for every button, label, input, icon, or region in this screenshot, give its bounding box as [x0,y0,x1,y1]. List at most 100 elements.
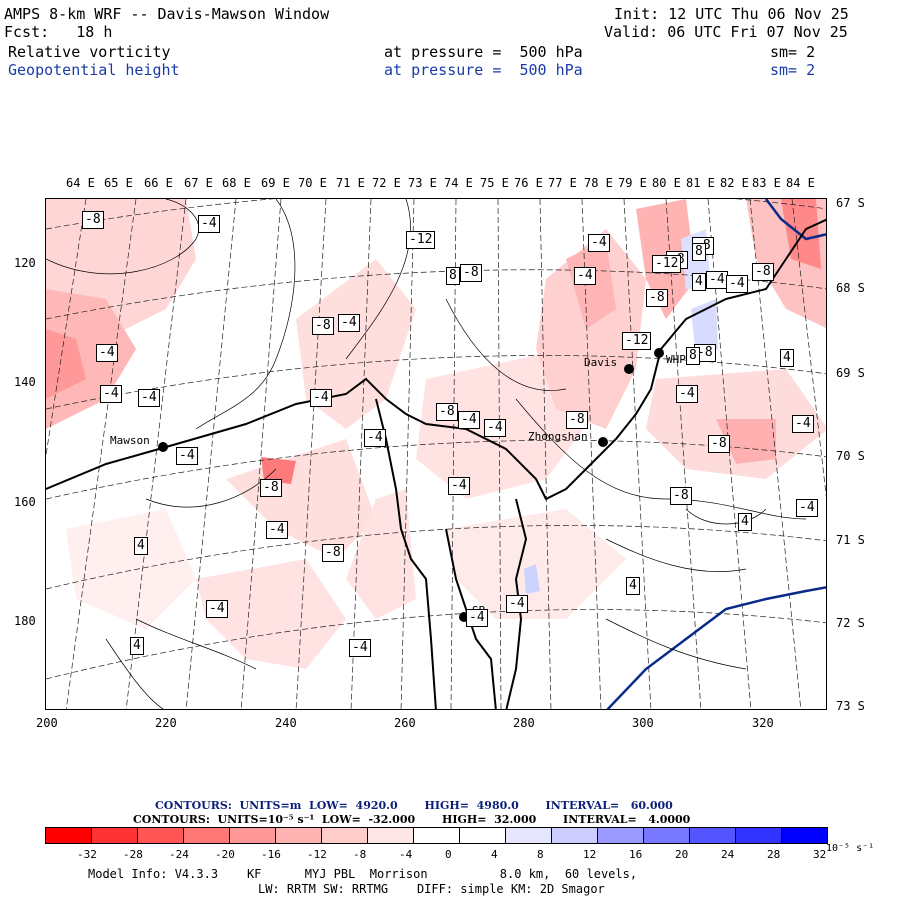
contour-label: 8 [686,347,700,365]
colorbar-cell [229,827,276,844]
contour-label: -8 [566,411,588,429]
station-marker[interactable] [654,348,664,358]
lon-label: 68 E [222,176,251,190]
colorbar-cell [459,827,506,844]
contour-label: -4 [448,477,470,495]
field2-smoothing: sm= 2 [770,61,816,79]
lat-label: 70 S [836,449,865,463]
contour-label: -8 [436,403,458,421]
station-marker[interactable] [624,364,634,374]
lon-label: 84 E [786,176,815,190]
lon-label: 79 E [618,176,647,190]
colorbar-cell [91,827,138,844]
contour-label: -4 [484,419,506,437]
station-marker[interactable] [459,612,469,622]
contour-label: 4 [626,577,640,595]
contour-label: 4 [692,273,706,291]
lon-label: 77 E [548,176,577,190]
colorbar-cell [735,827,782,844]
contour-label: -4 [796,499,818,517]
lon-label: 65 E [104,176,133,190]
field1-name: Relative vorticity [8,43,171,61]
station-label-whp: WHP [666,353,686,366]
colorbar-label: -20 [215,848,235,861]
y-tick-label: 160 [14,495,36,509]
lon-label: 75 E [480,176,509,190]
x-tick-label: 220 [155,716,177,730]
colorbar-cell [505,827,552,844]
x-tick-label: 320 [752,716,774,730]
station-label-davis: Davis [584,356,618,369]
lon-label: 64 E [66,176,95,190]
contour-label: -4 [96,344,118,362]
contour-label: -8 [322,544,344,562]
field1-smoothing: sm= 2 [770,43,816,61]
vorticity-contours-info: CONTOURS: UNITS=10⁻⁵ s⁻¹ LOW= -32.000 HI… [133,813,691,826]
contour-label: -4 [706,271,728,289]
x-tick-label: 240 [275,716,297,730]
colorbar-label: -28 [123,848,143,861]
model-info: Model Info: V4.3.3 KF MYJ PBL Morrison 8… [88,867,638,881]
colorbar-label: -8 [353,848,367,861]
colorbar-label: 28 [767,848,781,861]
contour-label: 4 [738,513,752,531]
colorbar-label: 8 [537,848,544,861]
colorbar-label: -24 [169,848,189,861]
colorbar-cell [597,827,644,844]
forecast-hour: Fcst: 18 h [4,23,113,41]
x-tick-label: 260 [394,716,416,730]
colorbar-unit: 10⁻⁵ s⁻¹ [826,843,875,854]
contour-label: -4 [310,389,332,407]
contour-label: -8 [312,317,334,335]
lat-label: 68 S [836,281,865,295]
contour-label: -4 [206,600,228,618]
colorbar-label: 12 [583,848,597,861]
colorbar-cell [781,827,828,844]
field2-pressure: at pressure = 500 hPa [384,61,583,79]
contour-label: -4 [466,609,488,627]
contour-label: -8 [82,211,104,229]
contour-label: -4 [176,447,198,465]
contour-label: -8 [460,264,482,282]
colorbar-label: 16 [629,848,643,861]
lat-label: 69 S [836,366,865,380]
lat-label: 67 S [836,196,865,210]
contour-label: 4 [134,537,148,555]
contour-label: -4 [506,595,528,613]
lon-label: 71 E [336,176,365,190]
station-marker[interactable] [158,442,168,452]
map-panel[interactable]: Mawson Davis WHP Zhongshan SB -8-4-4-12-… [45,198,827,710]
y-tick-label: 140 [14,375,36,389]
contour-label: 4 [780,349,794,367]
field1-pressure: at pressure = 500 hPa [384,43,583,61]
colorbar-label: -12 [307,848,327,861]
colorbar-label: 20 [675,848,689,861]
colorbar-cell [275,827,322,844]
contour-label: 8 [692,243,706,261]
contour-label: 4 [130,637,144,655]
field2-name: Geopotential height [8,61,180,79]
colorbar-cell [367,827,414,844]
y-tick-label: 120 [14,256,36,270]
contour-label: -8 [260,479,282,497]
colorbar-label: 24 [721,848,735,861]
x-tick-label: 200 [36,716,58,730]
contour-label: -4 [266,521,288,539]
colorbar-cell [45,827,92,844]
x-tick-label: 300 [632,716,654,730]
lon-label: 80 E [652,176,681,190]
init-time: Init: 12 UTC Thu 06 Nov 25 [614,5,849,23]
colorbar-label: -32 [77,848,97,861]
station-marker[interactable] [598,437,608,447]
colorbar-label: -4 [399,848,413,861]
colorbar-label: 32 [813,848,827,861]
colorbar-cell [183,827,230,844]
colorbar-cell [551,827,598,844]
contour-label: -4 [198,215,220,233]
vorticity-shading [46,199,826,669]
vorticity-contours [46,199,807,709]
contour-label: -4 [100,385,122,403]
contour-label: -4 [138,389,160,407]
colorbar-cell [643,827,690,844]
lon-label: 66 E [144,176,173,190]
